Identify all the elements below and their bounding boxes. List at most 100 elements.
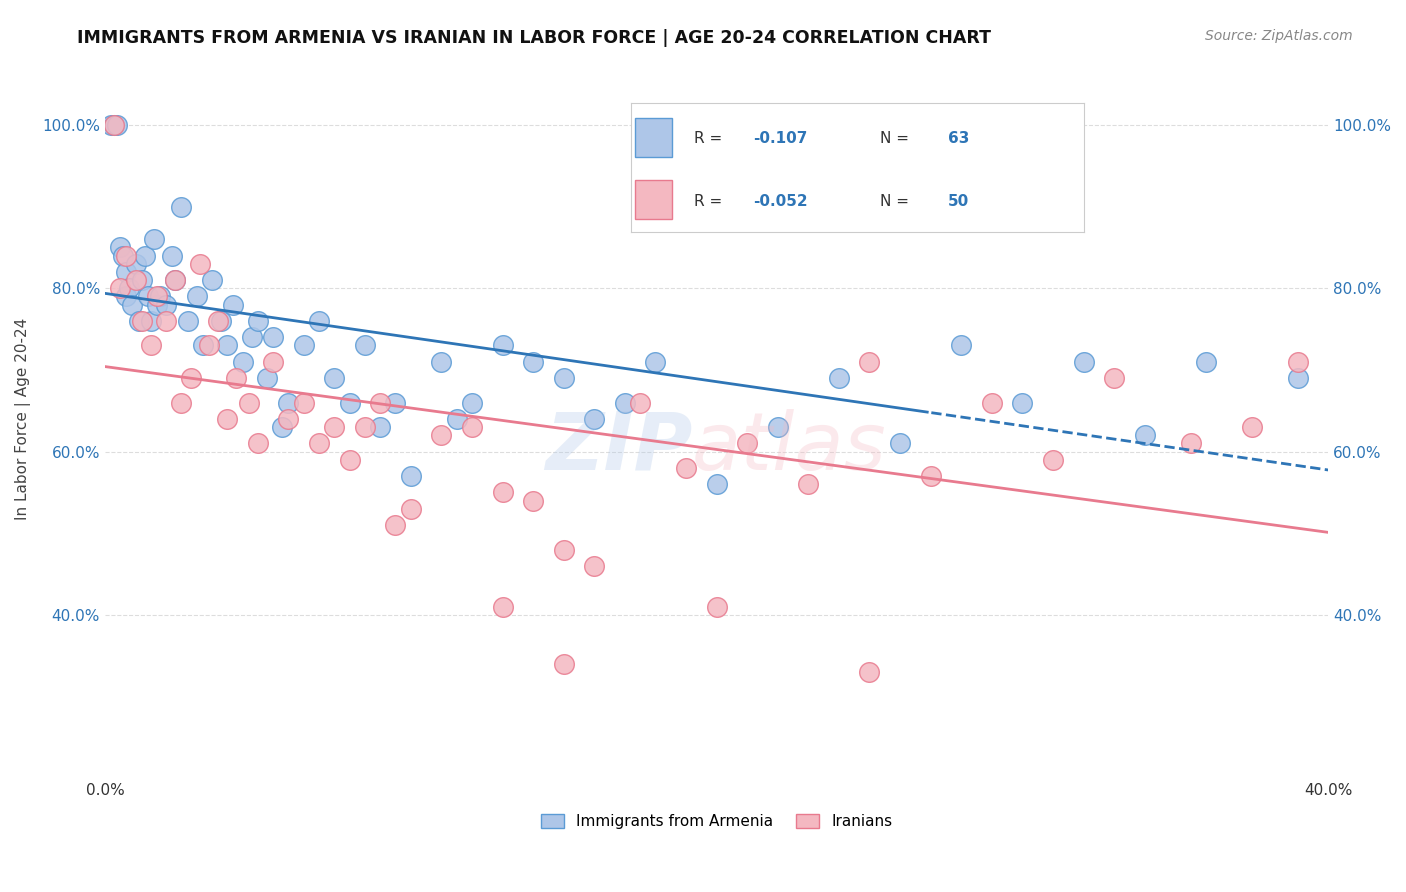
Point bbox=[308, 436, 330, 450]
Point bbox=[146, 289, 169, 303]
Point bbox=[706, 477, 728, 491]
Point bbox=[553, 371, 575, 385]
Point bbox=[339, 452, 361, 467]
Point bbox=[644, 355, 666, 369]
Point bbox=[323, 371, 346, 385]
Text: IMMIGRANTS FROM ARMENIA VS IRANIAN IN LABOR FORCE | AGE 20-24 CORRELATION CHART: IMMIGRANTS FROM ARMENIA VS IRANIAN IN LA… bbox=[77, 29, 991, 46]
Point bbox=[920, 469, 942, 483]
Point bbox=[246, 314, 269, 328]
Point bbox=[165, 273, 187, 287]
Point bbox=[1133, 428, 1156, 442]
Point bbox=[100, 118, 122, 132]
Point bbox=[165, 273, 187, 287]
Point bbox=[735, 436, 758, 450]
Point bbox=[828, 371, 851, 385]
Point bbox=[613, 395, 636, 409]
Point bbox=[134, 249, 156, 263]
Point bbox=[797, 477, 820, 491]
Point bbox=[217, 412, 239, 426]
Point bbox=[522, 355, 544, 369]
Point bbox=[277, 395, 299, 409]
Point bbox=[180, 371, 202, 385]
Point bbox=[124, 257, 146, 271]
Point bbox=[262, 330, 284, 344]
Point bbox=[1180, 436, 1202, 450]
Point bbox=[262, 355, 284, 369]
Point bbox=[766, 420, 789, 434]
Point bbox=[240, 330, 263, 344]
Point bbox=[675, 461, 697, 475]
Point bbox=[1073, 355, 1095, 369]
Point bbox=[128, 314, 150, 328]
Point bbox=[103, 118, 125, 132]
Point bbox=[124, 273, 146, 287]
Point bbox=[1011, 395, 1033, 409]
Point bbox=[354, 338, 377, 352]
Point bbox=[131, 273, 153, 287]
Y-axis label: In Labor Force | Age 20-24: In Labor Force | Age 20-24 bbox=[15, 318, 31, 520]
Point bbox=[232, 355, 254, 369]
Point bbox=[191, 338, 214, 352]
Point bbox=[1102, 371, 1125, 385]
Point bbox=[583, 558, 606, 573]
Point bbox=[115, 265, 138, 279]
Point bbox=[1195, 355, 1218, 369]
Point bbox=[399, 469, 422, 483]
Point bbox=[1286, 371, 1309, 385]
Point bbox=[339, 395, 361, 409]
Point bbox=[136, 289, 159, 303]
Point bbox=[553, 542, 575, 557]
Point bbox=[149, 289, 172, 303]
Point bbox=[430, 355, 453, 369]
Point bbox=[583, 412, 606, 426]
Point bbox=[522, 493, 544, 508]
Point bbox=[889, 436, 911, 450]
Point bbox=[246, 436, 269, 450]
Point bbox=[209, 314, 232, 328]
Point bbox=[461, 395, 484, 409]
Point bbox=[188, 257, 211, 271]
Text: Source: ZipAtlas.com: Source: ZipAtlas.com bbox=[1205, 29, 1353, 43]
Point bbox=[384, 518, 406, 533]
Point bbox=[103, 118, 125, 132]
Point bbox=[430, 428, 453, 442]
Point bbox=[198, 338, 221, 352]
Point bbox=[115, 249, 138, 263]
Point bbox=[176, 314, 198, 328]
Point bbox=[115, 289, 138, 303]
Point bbox=[110, 240, 132, 254]
Point bbox=[110, 281, 132, 295]
Point bbox=[238, 395, 260, 409]
Point bbox=[162, 249, 184, 263]
Point bbox=[292, 395, 315, 409]
Point bbox=[271, 420, 294, 434]
Point bbox=[277, 412, 299, 426]
Point bbox=[553, 657, 575, 671]
Point bbox=[368, 395, 391, 409]
Point bbox=[1042, 452, 1064, 467]
Text: atlas: atlas bbox=[692, 409, 887, 487]
Text: ZIP: ZIP bbox=[544, 409, 692, 487]
Point bbox=[354, 420, 377, 434]
Point bbox=[858, 665, 880, 679]
Point bbox=[1240, 420, 1263, 434]
Point bbox=[170, 200, 193, 214]
Point bbox=[222, 297, 245, 311]
Point bbox=[399, 501, 422, 516]
Point bbox=[142, 232, 165, 246]
Point bbox=[131, 314, 153, 328]
Point bbox=[950, 338, 973, 352]
Point bbox=[139, 314, 162, 328]
Point bbox=[186, 289, 208, 303]
Point bbox=[491, 599, 513, 614]
Legend: Immigrants from Armenia, Iranians: Immigrants from Armenia, Iranians bbox=[534, 808, 898, 835]
Point bbox=[225, 371, 247, 385]
Point bbox=[207, 314, 229, 328]
Point bbox=[446, 412, 468, 426]
Point bbox=[491, 338, 513, 352]
Point bbox=[139, 338, 162, 352]
Point bbox=[292, 338, 315, 352]
Point bbox=[368, 420, 391, 434]
Point bbox=[980, 395, 1002, 409]
Point bbox=[384, 395, 406, 409]
